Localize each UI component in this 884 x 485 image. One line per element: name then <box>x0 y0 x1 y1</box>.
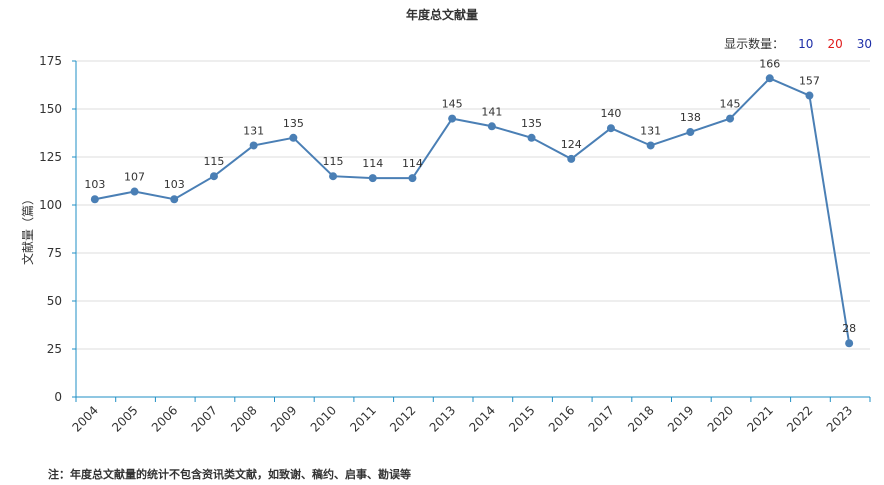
data-point <box>368 174 377 183</box>
x-tick-label: 2016 <box>546 403 577 434</box>
x-tick-label: 2004 <box>69 403 100 434</box>
display-count-selector: 显示数量： 10 20 30 <box>724 35 872 52</box>
x-tick-label: 2006 <box>149 403 180 434</box>
data-point <box>646 141 655 150</box>
footnote: 注：年度总文献量的统计不包含资讯类文献，如致谢、稿约、启事、勘误等 <box>48 468 411 481</box>
y-tick-label: 75 <box>47 246 62 260</box>
x-tick-label: 2022 <box>784 403 815 434</box>
x-tick-label: 2017 <box>586 403 617 434</box>
x-tick-label: 2005 <box>109 403 140 434</box>
data-point <box>805 91 814 100</box>
x-axis-ticks: 2004 2005 2006 2007 2008 2009 2010 2011 2012 2013… <box>69 397 871 435</box>
y-tick-label: 175 <box>39 54 62 68</box>
x-tick-label: 2018 <box>625 403 656 434</box>
data-point <box>686 128 695 137</box>
data-point <box>845 339 854 348</box>
data-point <box>329 172 338 181</box>
x-tick-label: 2009 <box>268 403 299 434</box>
data-labels: 103 107 103 115 131 135 115 114 114 145 141 135 124 1… <box>84 57 856 335</box>
data-label: 115 <box>203 155 224 168</box>
data-point <box>130 187 139 196</box>
data-point <box>408 174 417 183</box>
x-tick-label: 2020 <box>705 403 736 434</box>
data-point <box>487 122 496 131</box>
data-point <box>606 124 615 133</box>
series-line-path <box>94 77 851 344</box>
y-tick-label: 150 <box>39 102 62 116</box>
data-label: 157 <box>799 75 820 88</box>
data-point <box>170 195 179 204</box>
display-count-option-10[interactable]: 10 <box>798 36 814 51</box>
data-label: 140 <box>600 107 621 120</box>
data-label: 145 <box>720 98 741 111</box>
grid-lines <box>76 60 870 350</box>
y-tick-label: 100 <box>39 198 62 212</box>
data-label: 145 <box>442 98 463 111</box>
data-point <box>249 141 258 150</box>
data-point <box>527 133 536 142</box>
x-tick-label: 2021 <box>744 403 775 434</box>
x-tick-label: 2010 <box>308 403 339 434</box>
display-count-option-20[interactable]: 20 <box>827 36 843 51</box>
data-label: 107 <box>124 171 145 184</box>
data-point <box>448 114 457 123</box>
display-count-label: 显示数量： <box>724 37 785 51</box>
x-tick-label: 2007 <box>189 403 220 434</box>
data-point <box>289 133 298 142</box>
x-tick-label: 2008 <box>228 403 259 434</box>
x-tick-label: 2023 <box>824 403 855 434</box>
data-point <box>90 195 99 204</box>
axes <box>75 61 870 398</box>
chart-title: 年度总文献量 <box>405 8 478 22</box>
data-label: 28 <box>842 322 856 335</box>
data-point <box>209 172 218 181</box>
data-point <box>567 154 576 163</box>
data-label: 114 <box>362 157 383 170</box>
data-label: 135 <box>283 117 304 130</box>
display-count-option-30[interactable]: 30 <box>856 36 872 51</box>
y-tick-label: 0 <box>54 390 62 404</box>
data-points <box>90 74 854 348</box>
y-tick-label: 125 <box>39 150 62 164</box>
data-label: 115 <box>323 155 344 168</box>
y-axis-ticks: 0 25 50 75 100 125 150 175 <box>39 54 76 404</box>
data-label: 103 <box>164 178 185 191</box>
data-point <box>726 114 735 123</box>
x-tick-label: 2014 <box>466 403 497 434</box>
data-label: 141 <box>481 105 502 118</box>
data-label: 131 <box>243 124 264 137</box>
x-tick-label: 2015 <box>506 403 537 434</box>
data-label: 124 <box>561 138 582 151</box>
y-tick-label: 50 <box>47 294 62 308</box>
data-label: 103 <box>84 178 105 191</box>
data-label: 114 <box>402 157 423 170</box>
data-label: 138 <box>680 111 701 124</box>
y-tick-label: 25 <box>47 342 62 356</box>
data-point <box>765 74 774 83</box>
x-tick-label: 2019 <box>665 403 696 434</box>
series-line <box>94 77 851 344</box>
data-label: 131 <box>640 124 661 137</box>
data-label: 135 <box>521 117 542 130</box>
data-label: 166 <box>759 57 780 70</box>
x-tick-label: 2013 <box>427 403 458 434</box>
x-tick-label: 2011 <box>347 403 378 434</box>
y-axis-title: 文献量（篇） <box>20 193 35 265</box>
x-tick-label: 2012 <box>387 403 418 434</box>
